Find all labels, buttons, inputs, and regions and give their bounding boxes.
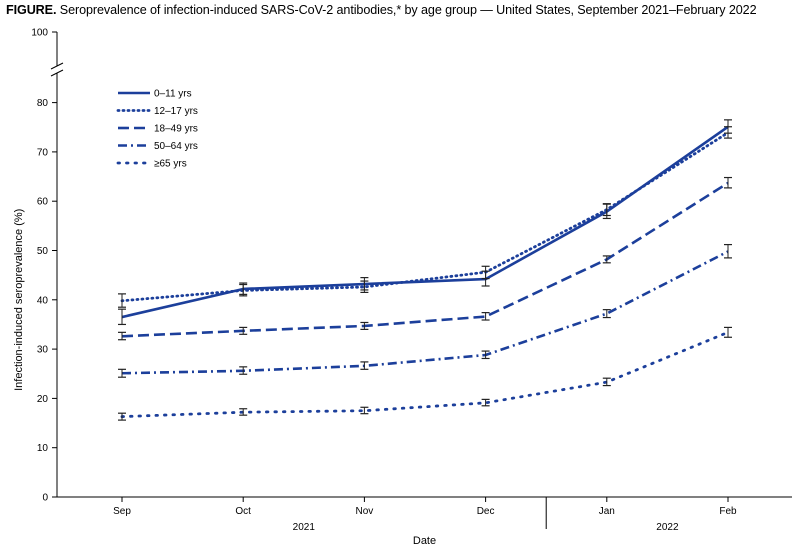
legend: 0–11 yrs 12–17 yrs 18–49 yrs 50–64 yrs ≥65 y… [116, 89, 198, 170]
error-bar [118, 293, 126, 308]
axes: 0 10 20 30 40 50 60 70 80 100 Sep Oct Nov Dec Jan Feb 20… [31, 28, 792, 533]
error-bar [724, 126, 732, 139]
legend-item: 12–17 yrs [116, 106, 198, 117]
error-bar [239, 408, 248, 416]
series-line-0-11-yrs [121, 125, 729, 319]
error-bar [360, 406, 369, 415]
axis-break-mark [50, 62, 64, 70]
x-tick-label: Feb [719, 506, 737, 517]
error-bar [481, 398, 490, 407]
x-tick-label: Dec [477, 506, 495, 517]
error-bar [118, 368, 126, 378]
error-bar [360, 280, 369, 294]
error-bar [481, 265, 490, 280]
error-bar [724, 243, 732, 259]
series-line-18-49-yrs [121, 181, 729, 338]
year-label-2022: 2022 [656, 522, 679, 533]
y-tick-label: 30 [37, 345, 49, 356]
legend-item: ≥65 yrs [116, 159, 187, 170]
chart-title: FIGURE. Seroprevalence of infection-indu… [6, 3, 796, 17]
error-bar [239, 326, 248, 335]
y-tick-label: 50 [37, 246, 49, 257]
error-bar [481, 350, 490, 360]
error-bar [118, 331, 126, 341]
y-tick-label: 100 [31, 28, 48, 39]
legend-label: 50–64 yrs [154, 141, 198, 152]
x-axis-label: Date [413, 535, 436, 547]
series-line-65-yrs [120, 330, 730, 419]
error-bar [360, 321, 369, 330]
y-tick-label: 70 [37, 147, 49, 158]
x-tick-label: Sep [113, 506, 131, 517]
error-bar [239, 283, 248, 297]
legend-label: 18–49 yrs [154, 124, 198, 135]
error-bar [239, 366, 248, 375]
y-tick-label: 40 [37, 295, 49, 306]
x-tick-label: Oct [235, 506, 251, 517]
y-tick-label: 10 [37, 443, 49, 454]
error-bar [481, 312, 490, 321]
error-bar [602, 309, 611, 319]
legend-item: 0–11 yrs [118, 89, 192, 100]
error-bar [360, 361, 369, 370]
legend-item: 50–64 yrs [118, 141, 198, 152]
series-line-50-64-yrs [121, 250, 729, 375]
series-lines [120, 125, 730, 419]
figure-title-text: Seroprevalence of infection-induced SARS… [59, 3, 757, 17]
series-line-12-17-yrs [120, 131, 730, 303]
year-label-2021: 2021 [293, 522, 316, 533]
error-bar [602, 203, 611, 217]
error-bar [118, 308, 126, 326]
y-tick-label: 20 [37, 394, 49, 405]
x-tick-label: Nov [356, 506, 374, 517]
axis-break-mark [50, 69, 64, 77]
figure-label: FIGURE. [6, 3, 57, 17]
y-tick-label: 60 [37, 197, 49, 208]
error-bar [602, 255, 611, 264]
y-axis-label: Infection-induced seroprevalence (%) [13, 209, 25, 391]
y-tick-label: 0 [42, 493, 48, 504]
x-tick-label: Jan [599, 506, 615, 517]
legend-label: ≥65 yrs [154, 159, 187, 170]
y-tick-label: 80 [37, 98, 49, 109]
legend-label: 0–11 yrs [154, 89, 192, 100]
error-bar [724, 176, 732, 189]
legend-item: 18–49 yrs [118, 124, 198, 135]
error-bar [118, 412, 126, 421]
error-bar [724, 326, 732, 338]
error-bars [118, 119, 732, 421]
error-bar [602, 377, 611, 387]
legend-label: 12–17 yrs [154, 106, 198, 117]
